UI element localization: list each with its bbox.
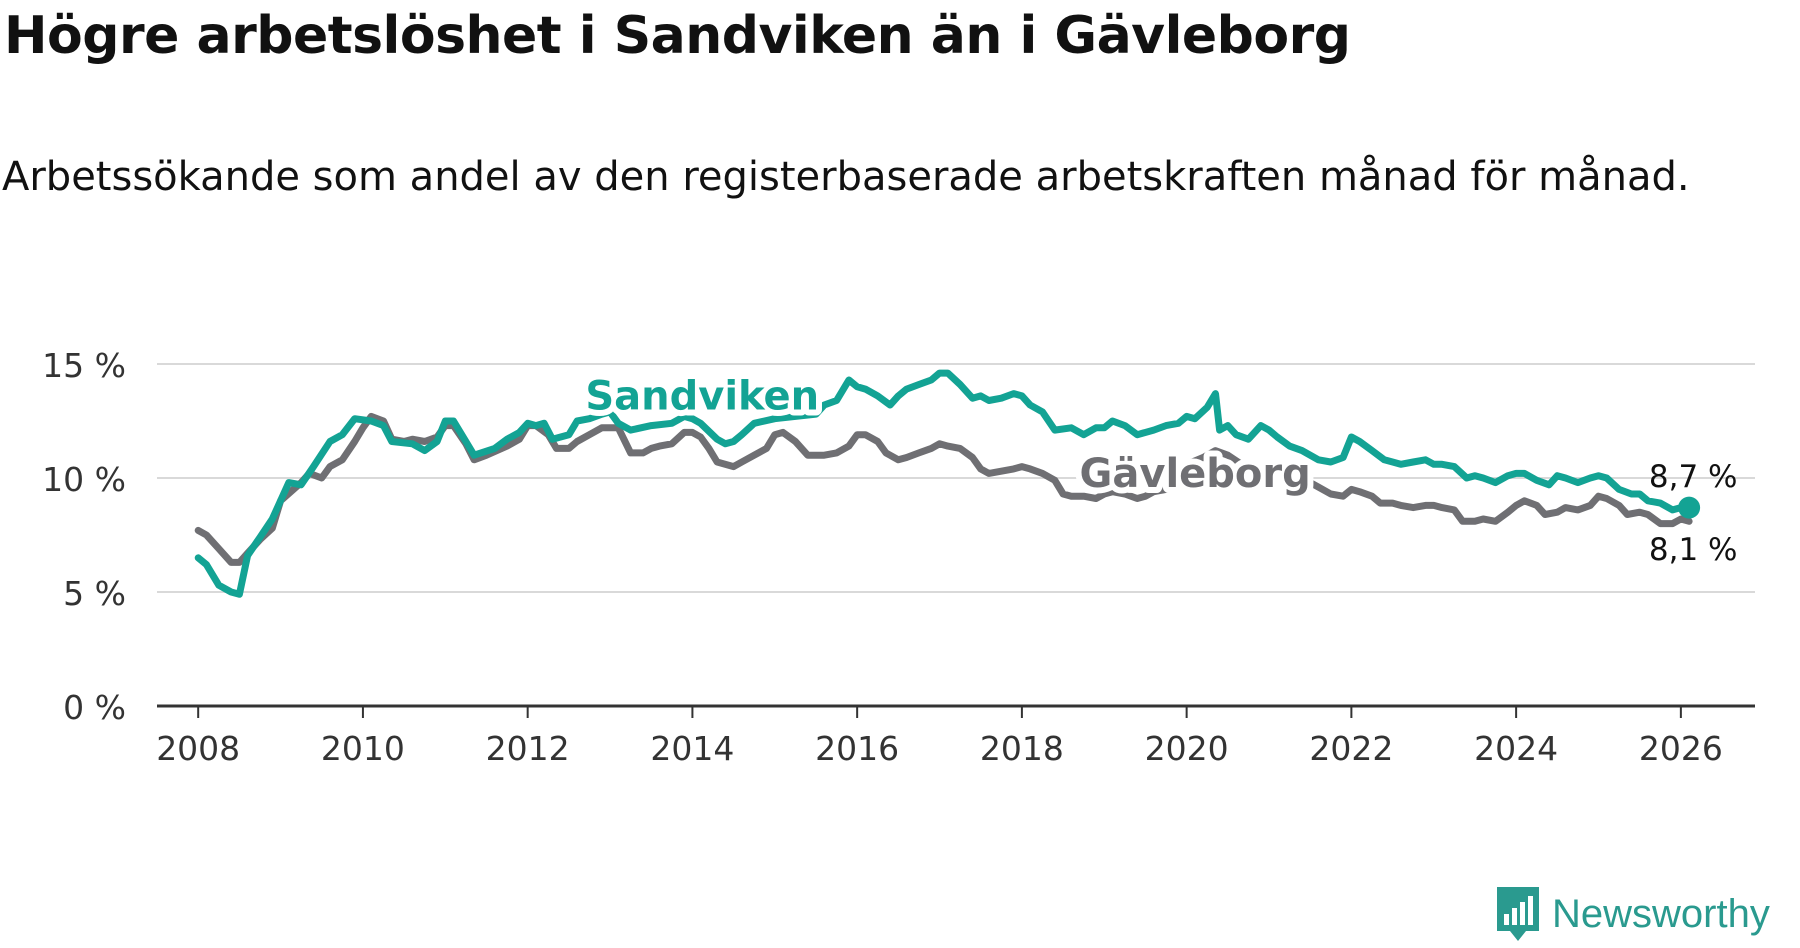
sandviken-series-label: Sandviken bbox=[585, 374, 819, 420]
x-tick-label: 2014 bbox=[650, 729, 734, 768]
series-lines bbox=[194, 369, 1701, 598]
x-tick-label: 2022 bbox=[1309, 729, 1393, 768]
newsworthy-logo-icon bbox=[1497, 887, 1539, 941]
x-tick-label: 2018 bbox=[980, 729, 1064, 768]
y-tick-label: 0 % bbox=[63, 688, 126, 727]
brand-name: Newsworthy bbox=[1552, 891, 1770, 936]
chart-subtitle: Arbetssökande som andel av den registerb… bbox=[2, 154, 1690, 200]
gavleborg-series-label-halo: Gävleborg bbox=[1080, 451, 1311, 497]
x-tick-label: 2026 bbox=[1639, 729, 1723, 768]
sandviken-endpoint bbox=[1678, 496, 1701, 519]
chart-title: Högre arbetslöshet i Sandviken än i Gävl… bbox=[4, 6, 1351, 66]
series-line-sandviken bbox=[194, 369, 1693, 598]
y-axis-ticks: 0 % 5 % 10 % 15 % bbox=[42, 346, 126, 727]
x-tick-label: 2020 bbox=[1145, 729, 1229, 768]
sandviken-end-label: 8,7 % bbox=[1649, 459, 1738, 495]
x-tick-label: 2010 bbox=[321, 729, 405, 768]
x-tick-label: 2012 bbox=[486, 729, 570, 768]
gavleborg-end-label: 8,1 % bbox=[1649, 532, 1738, 568]
grid-lines bbox=[157, 363, 1755, 593]
y-tick-label: 15 % bbox=[42, 346, 126, 385]
x-tick-label: 2024 bbox=[1474, 729, 1558, 768]
x-axis: 2008 2010 2012 2014 2016 2018 2020 2022 2024 2026 bbox=[156, 704, 1755, 768]
series-line-gavleborg bbox=[194, 412, 1693, 566]
x-tick-label: 2008 bbox=[156, 729, 240, 768]
y-tick-label: 10 % bbox=[42, 460, 126, 499]
newsworthy-brand: Newsworthy bbox=[1494, 884, 1770, 944]
sandviken-series-label-halo: Sandviken bbox=[585, 374, 819, 420]
y-tick-label: 5 % bbox=[63, 574, 126, 613]
gavleborg-series-label: Gävleborg bbox=[1080, 451, 1311, 497]
x-tick-label: 2016 bbox=[815, 729, 899, 768]
